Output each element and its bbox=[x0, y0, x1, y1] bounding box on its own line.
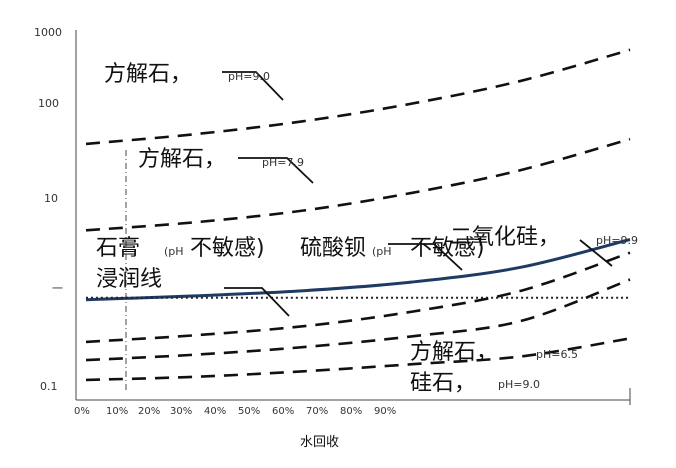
axes bbox=[75, 30, 631, 405]
leader-line-calcite-ph7-9 bbox=[238, 157, 314, 184]
annotations: 方解石， pH=9.0 方解石， pH=7.9 石膏 (pH 不敏感) 硫酸钡 … bbox=[96, 62, 638, 396]
leader-lines bbox=[222, 71, 613, 317]
x-tick-labels: 0% 10% 20% 30% 40% 50% 60% 70% 80% 90% bbox=[74, 406, 396, 417]
y-tick-label: 0.1 bbox=[40, 380, 58, 393]
x-tick-label: 50% bbox=[238, 406, 260, 417]
y-tick-label: 一 bbox=[52, 282, 63, 295]
x-tick-label: 0% bbox=[74, 406, 90, 417]
annotation-calcite-ph6-5: 方解石， bbox=[410, 340, 498, 365]
x-tick-label: 70% bbox=[306, 406, 328, 417]
series-line-calcite-ph7-9 bbox=[85, 137, 631, 232]
annotation-silica-ph: pH=9.9 bbox=[596, 234, 638, 247]
annotation-calcite-ph7-9-ph: pH=7.9 bbox=[262, 156, 304, 169]
x-tick-label: 60% bbox=[272, 406, 294, 417]
x-axis-label: 水回收 bbox=[300, 435, 339, 450]
annotation-barium-ph: (pH bbox=[372, 245, 392, 258]
annotation-silica-stone-ph: pH=9.0 bbox=[498, 378, 540, 391]
annotation-silica-stone: 硅石， bbox=[410, 371, 476, 396]
series-layer bbox=[85, 48, 631, 382]
annotation-barium-sulfate: 硫酸钡 bbox=[300, 236, 366, 261]
x-tick-label: 90% bbox=[374, 406, 396, 417]
annotation-calcite-ph9-ph: pH=9.0 bbox=[228, 70, 270, 83]
y-tick-label: 100 bbox=[38, 97, 59, 110]
annotation-gypsum-insensitive: 不敏感) bbox=[190, 236, 265, 261]
annotation-gypsum: 石膏 bbox=[96, 236, 140, 261]
annotation-wetting-line: 浸润线 bbox=[96, 267, 162, 292]
x-tick-label: 80% bbox=[340, 406, 362, 417]
annotation-calcite-ph9: 方解石， bbox=[104, 62, 192, 87]
series-line-silica-stone-ph9 bbox=[85, 337, 631, 382]
annotation-barium-insensitive: 不敏感) bbox=[410, 236, 485, 261]
leader-line-gypsum bbox=[224, 287, 290, 317]
x-tick-label: 10% bbox=[106, 406, 128, 417]
x-tick-label: 30% bbox=[170, 406, 192, 417]
x-tick-label: 20% bbox=[138, 406, 160, 417]
leader-line-silica bbox=[579, 239, 613, 267]
series-line-silica-ph9 bbox=[85, 251, 631, 344]
leader-line-calcite-ph9 bbox=[222, 71, 284, 101]
annotation-gypsum-ph: (pH bbox=[164, 245, 184, 258]
leader-line-barium bbox=[388, 243, 463, 271]
series-line-gypsum-barium-sulfate bbox=[85, 238, 631, 302]
x-tick-label: 40% bbox=[204, 406, 226, 417]
annotation-silica: 二氧化硅， bbox=[450, 225, 560, 250]
annotation-calcite-ph6-5-ph: pH=6.5 bbox=[536, 348, 578, 361]
y-tick-label: 1000 bbox=[34, 26, 62, 39]
annotation-calcite-ph7-9: 方解石， bbox=[138, 147, 226, 172]
series-line-calcite-ph6-5 bbox=[85, 278, 631, 362]
y-tick-label: 10 bbox=[44, 192, 58, 205]
series-line-calcite-ph9 bbox=[85, 48, 631, 146]
